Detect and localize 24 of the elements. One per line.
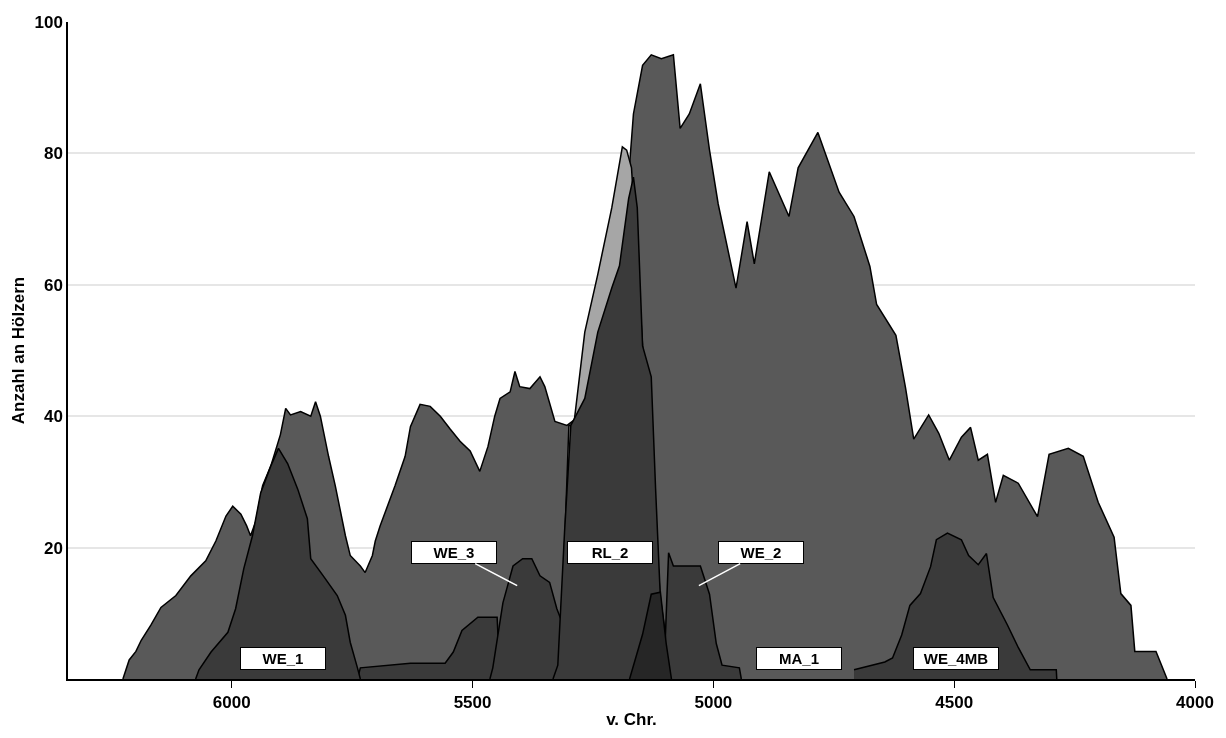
y-tick-label: 60 bbox=[43, 275, 63, 295]
x-tick-label: 4500 bbox=[935, 693, 974, 713]
annotation: WE_1 bbox=[262, 650, 304, 667]
y-tick-label: 40 bbox=[43, 407, 63, 427]
y-tick-label: 100 bbox=[34, 12, 63, 32]
x-tick-label: 4000 bbox=[1176, 693, 1214, 713]
x-tick-label: 5000 bbox=[694, 693, 733, 713]
label-box: WE_3 bbox=[411, 541, 518, 587]
label-box: WE_1 bbox=[240, 647, 326, 670]
annotation: MA_1 bbox=[778, 650, 820, 667]
x-axis-title: v. Chr. bbox=[606, 710, 657, 730]
annotation: WE_3 bbox=[433, 544, 475, 561]
label-box: MA_1 bbox=[756, 647, 842, 670]
annotation: WE_4MB bbox=[923, 650, 989, 667]
annotation: WE_2 bbox=[740, 544, 782, 561]
label-box: WE_2 bbox=[698, 541, 804, 587]
x-tick-label: 6000 bbox=[212, 693, 251, 713]
annotation: RL_2 bbox=[591, 544, 629, 561]
label-box: RL_2 bbox=[567, 541, 653, 564]
y-tick-label: 80 bbox=[43, 144, 63, 164]
label-box: WE_4MB bbox=[913, 647, 999, 670]
y-tick-label: 20 bbox=[43, 538, 63, 558]
y-axis-title: Anzahl an Hölzern bbox=[8, 276, 28, 425]
x-tick-label: 5500 bbox=[453, 693, 492, 713]
